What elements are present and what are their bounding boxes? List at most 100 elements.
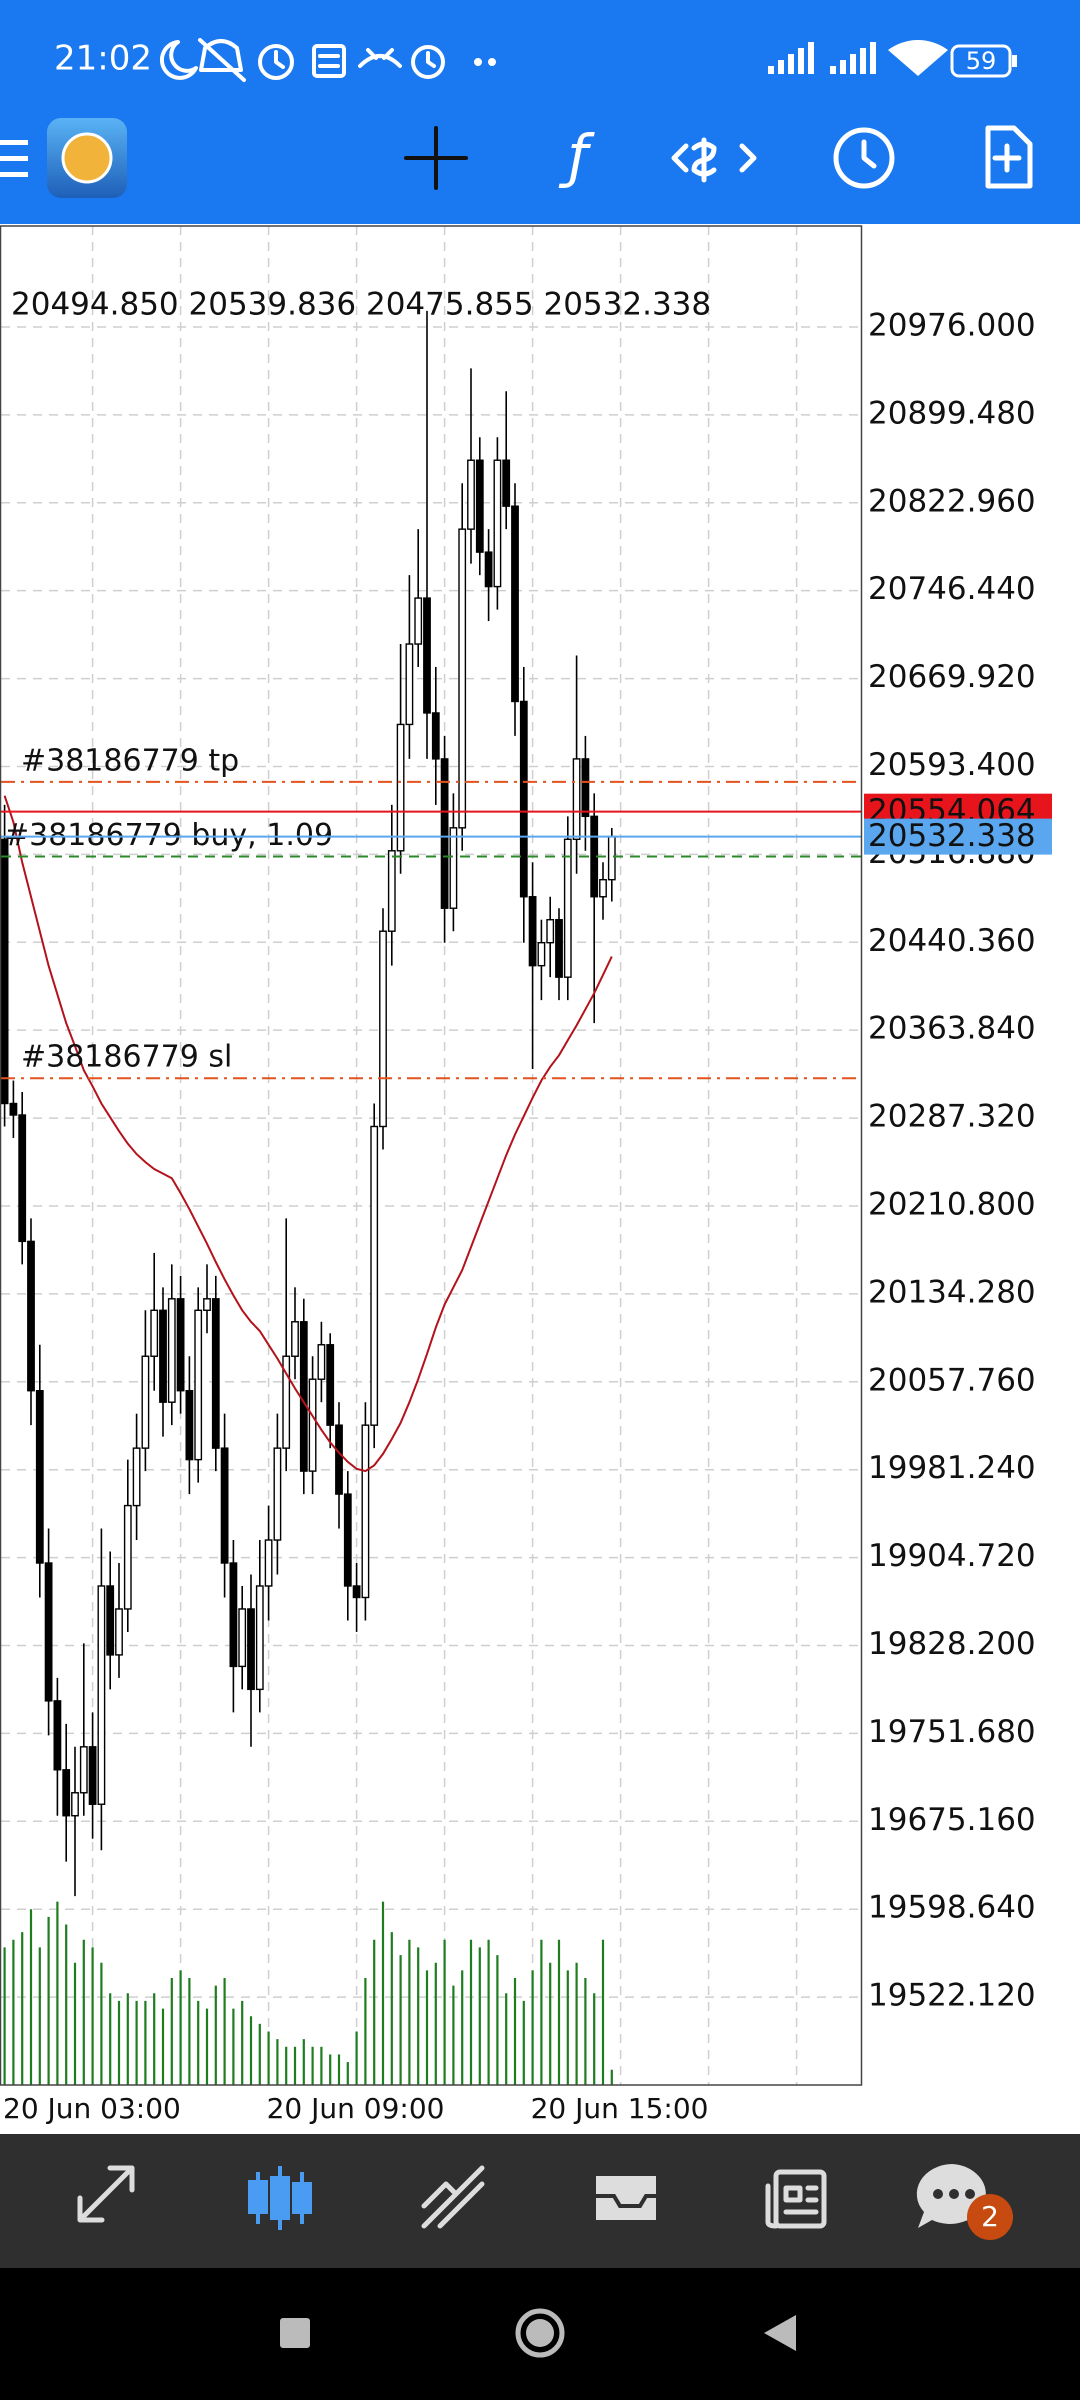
quotes-tab[interactable] — [77, 2165, 135, 2223]
candle-body — [220, 1447, 229, 1564]
y-tick-label: 20593.400 — [868, 747, 1036, 783]
candle-body — [555, 919, 563, 978]
candle-body — [0, 838, 9, 1105]
candle-body — [572, 758, 581, 841]
y-tick-label: 20363.840 — [868, 1011, 1036, 1047]
chart-tab[interactable] — [248, 2166, 312, 2230]
recents-button[interactable] — [280, 2318, 310, 2348]
candle-body — [326, 1344, 335, 1426]
y-tick-label: 20134.280 — [868, 1274, 1036, 1310]
candle-body — [599, 878, 607, 898]
moving-average — [3, 795, 613, 1473]
candle-body — [194, 1309, 203, 1461]
trade-level-label: #38186779 sl — [21, 1040, 232, 1075]
candle-body — [581, 758, 590, 818]
candle-body — [414, 597, 423, 645]
timeframe-button[interactable] — [833, 127, 895, 189]
history-tab[interactable] — [596, 2176, 656, 2220]
candle-body — [440, 758, 449, 909]
y-tick-label: 19981.240 — [868, 1450, 1036, 1486]
candle-body — [97, 1585, 106, 1805]
candle-body — [475, 459, 484, 553]
clock: 21:02 — [54, 39, 152, 79]
candle-body — [18, 1114, 27, 1243]
battery-tip — [1012, 55, 1017, 67]
y-tick-label: 19522.120 — [868, 1978, 1036, 2014]
new-order-button[interactable] — [985, 125, 1033, 189]
x-tick-label: 20 Jun 09:00 — [267, 2092, 445, 2125]
candle-body — [546, 919, 555, 944]
y-tick-label: 20210.800 — [868, 1186, 1036, 1222]
candle-body — [405, 643, 414, 726]
candle-body — [396, 723, 405, 852]
candle-body — [141, 1355, 150, 1449]
candle-body — [176, 1298, 185, 1392]
y-tick-label: 19828.200 — [868, 1626, 1036, 1662]
battery-level: 59 — [966, 47, 997, 75]
candle-body — [361, 1424, 370, 1599]
candle-body — [185, 1390, 194, 1461]
home-button[interactable] — [515, 2308, 565, 2358]
candle-body — [317, 1344, 326, 1380]
candle-body — [27, 1240, 35, 1392]
app-icon-logo — [61, 132, 113, 184]
candle-body — [387, 850, 396, 932]
y-tick-label: 19751.680 — [868, 1714, 1036, 1750]
news-tab[interactable] — [765, 2169, 827, 2229]
candle-body — [352, 1585, 361, 1599]
candle-body — [282, 1355, 291, 1449]
trade-level-label: #38186779 tp — [21, 743, 239, 778]
candle-body — [519, 700, 528, 898]
candle-body — [343, 1493, 352, 1587]
y-tick-label: 20746.440 — [868, 571, 1036, 607]
x-tick-label: 20 Jun 03:00 — [3, 2092, 181, 2125]
x-tick-label: 20 Jun 15:00 — [531, 2092, 709, 2125]
candle-body — [9, 1102, 18, 1116]
ohlc-readout: 20494.850 20539.836 20475.855 20532.338 — [11, 287, 711, 323]
y-tick-label: 20899.480 — [868, 395, 1036, 431]
crosshair-button[interactable] — [404, 126, 468, 190]
status-icons — [159, 38, 496, 82]
y-tick-label: 20287.320 — [868, 1099, 1036, 1135]
candle-body — [238, 1608, 247, 1668]
candle-body — [431, 712, 440, 760]
candle-body — [449, 827, 458, 909]
badge — [967, 2194, 1013, 2240]
candle-body — [123, 1504, 132, 1610]
bottom-nav — [0, 2134, 1080, 2268]
candle-body — [229, 1562, 238, 1668]
candle-body — [291, 1321, 299, 1357]
candle-body — [379, 930, 387, 1128]
home-button-dot — [526, 2319, 554, 2347]
candle-body — [537, 941, 546, 967]
candle-body — [484, 551, 493, 588]
candle-body — [607, 835, 616, 881]
candle-body — [308, 1378, 317, 1472]
chart-frame — [0, 225, 863, 2086]
chat-tab[interactable]: 2 — [916, 2164, 1013, 2240]
y-tick-label: 19675.160 — [868, 1802, 1036, 1838]
candle-body — [159, 1309, 167, 1403]
candle-body — [493, 459, 502, 588]
y-tick-label: 20057.760 — [868, 1362, 1036, 1398]
y-tick-label: 20669.920 — [868, 659, 1036, 695]
candle-body — [132, 1447, 141, 1507]
badge-count: 2 — [981, 2200, 999, 2233]
trade-button[interactable] — [671, 137, 757, 183]
candle-body — [528, 896, 537, 967]
candle-body — [88, 1746, 97, 1805]
trade-tab[interactable] — [421, 2165, 485, 2229]
back-button[interactable] — [764, 2315, 796, 2351]
menu-button[interactable] — [0, 140, 28, 177]
candle-body — [71, 1792, 79, 1817]
candle-body — [370, 1125, 379, 1426]
battery — [950, 44, 1012, 78]
bid-label-box — [864, 818, 1052, 855]
candle-body — [299, 1321, 308, 1472]
candle-body — [511, 505, 519, 703]
candle-body — [62, 1769, 71, 1817]
bid-label: 20532.338 — [868, 818, 1036, 854]
candle-body — [335, 1424, 343, 1495]
candle-body — [247, 1608, 255, 1691]
